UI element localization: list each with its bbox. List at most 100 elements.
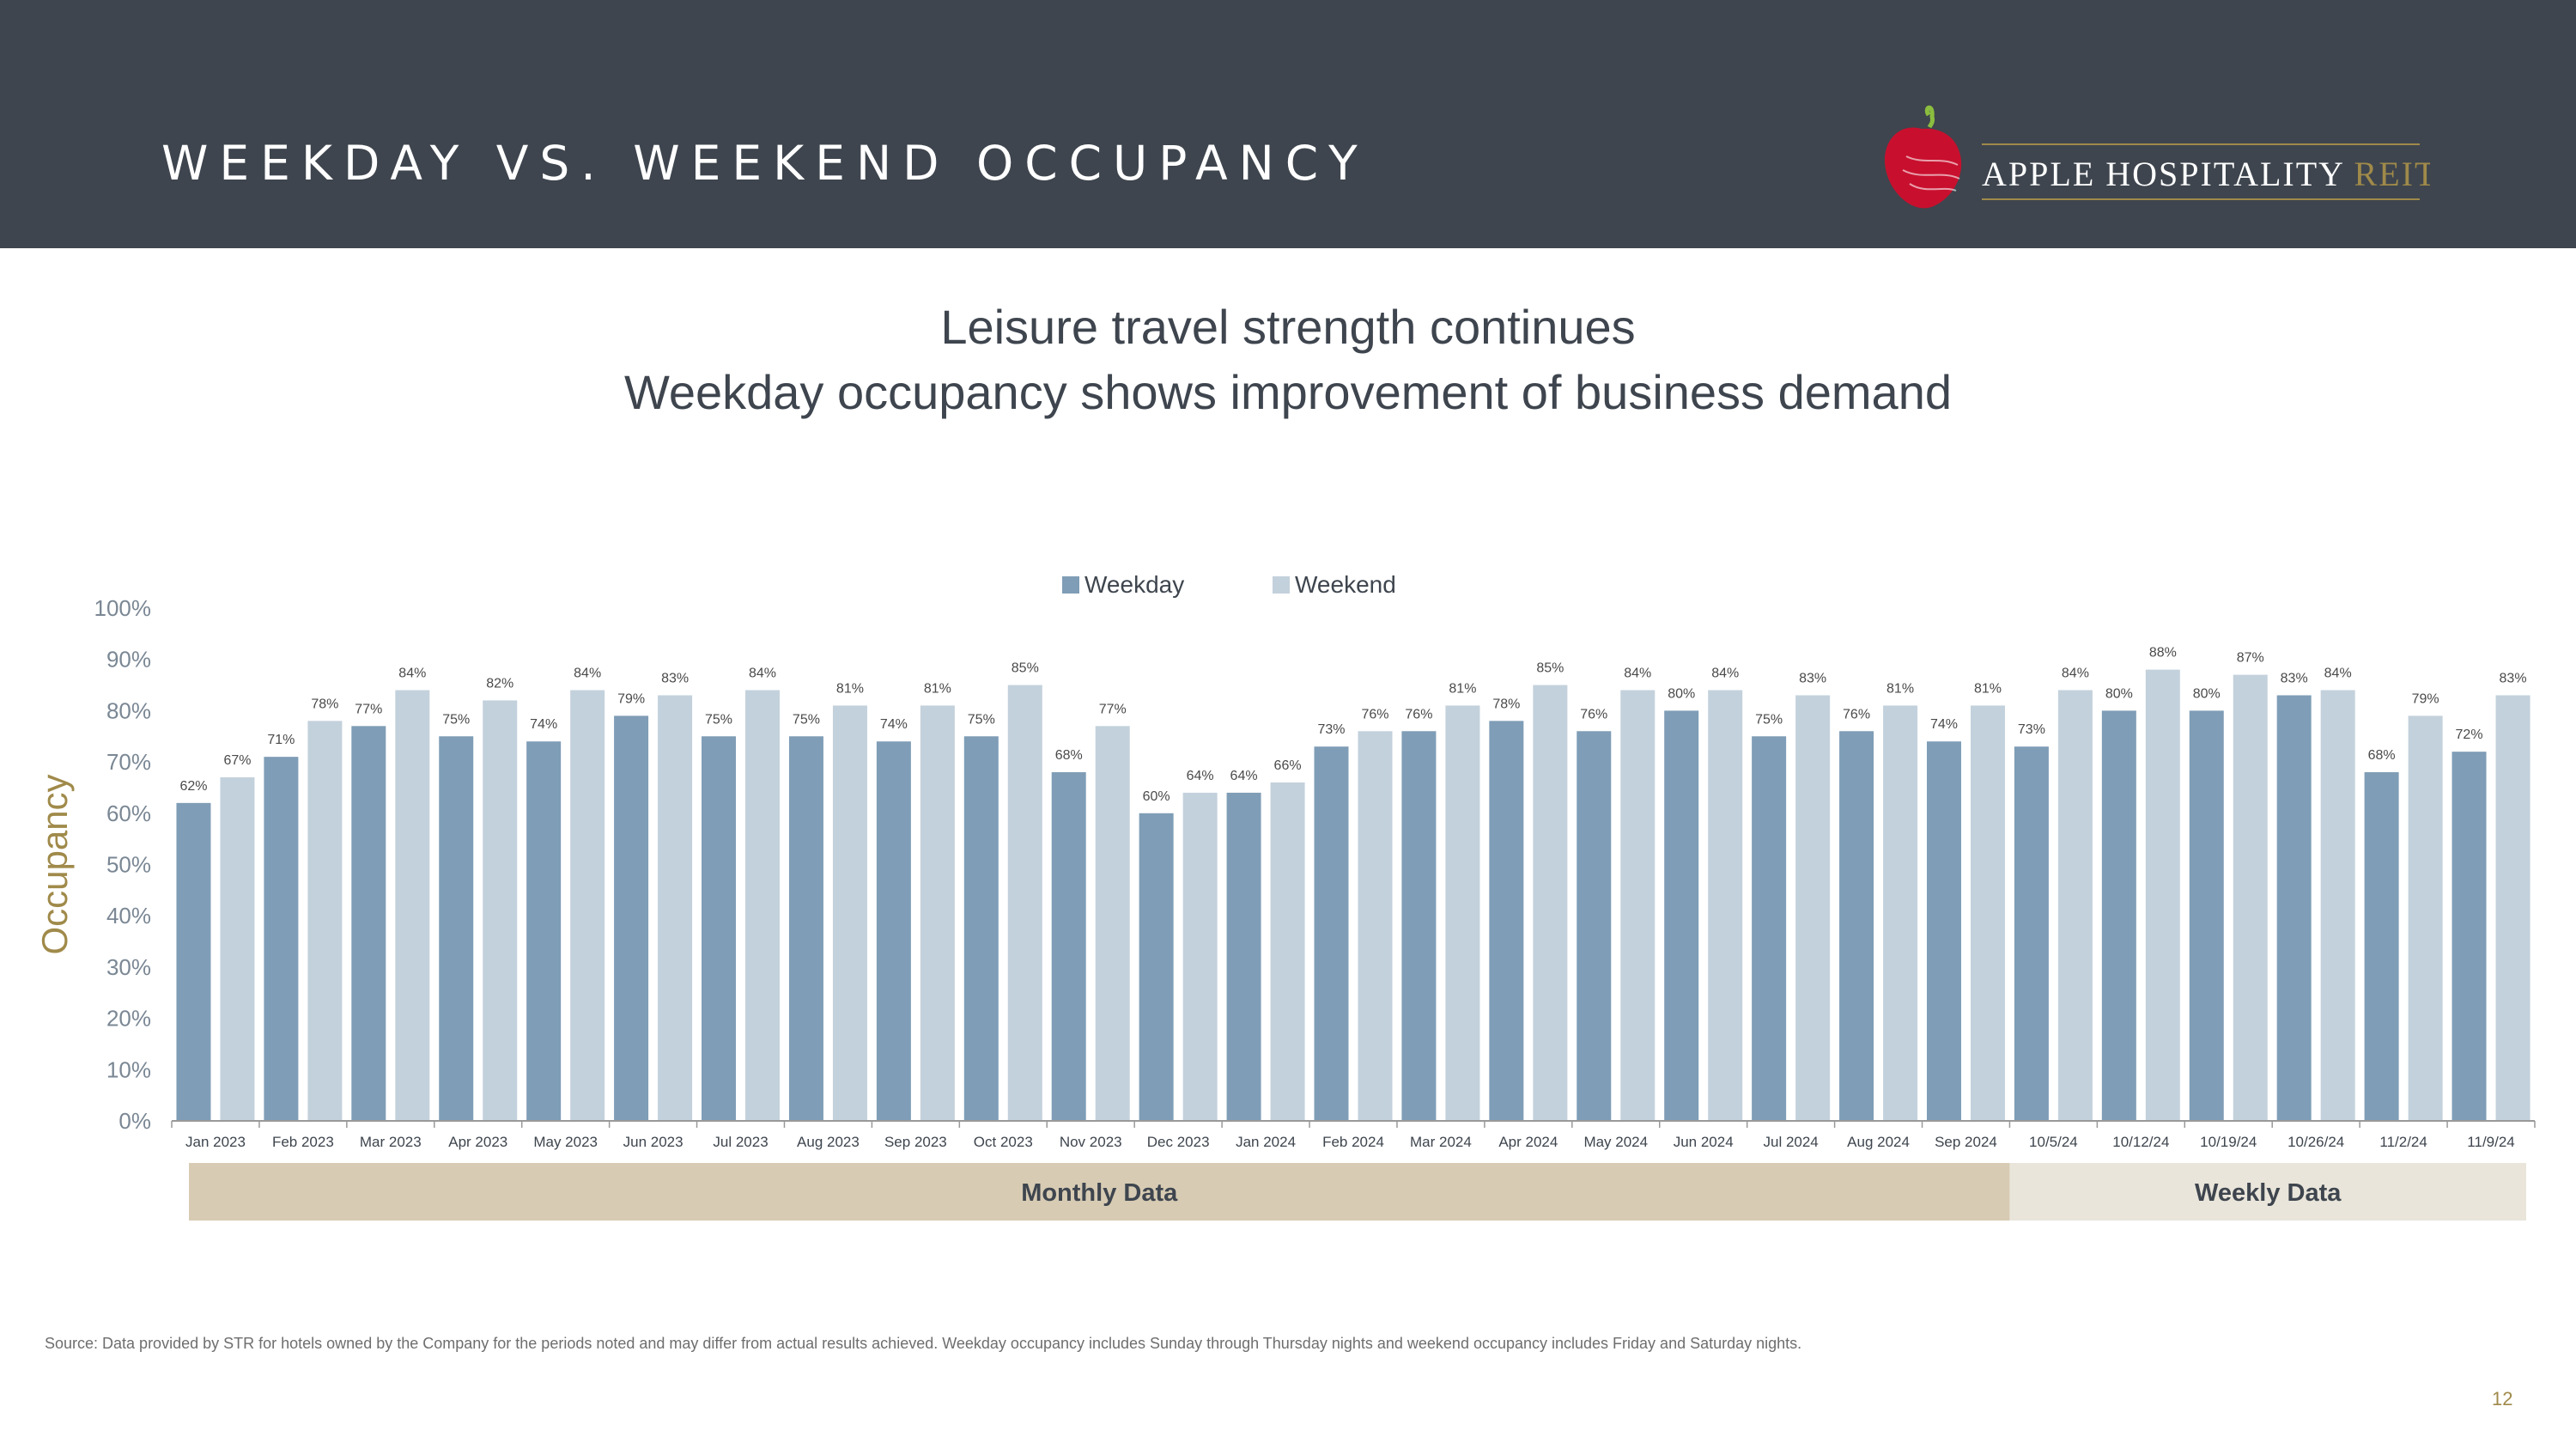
y-axis-label: Occupancy — [34, 774, 75, 954]
bar-weekend — [832, 705, 867, 1121]
bar-weekday — [1226, 792, 1261, 1121]
bar-weekend — [2145, 669, 2180, 1121]
bar-weekday — [963, 736, 999, 1121]
x-tick-label: Aug 2023 — [797, 1134, 860, 1150]
y-tick-label: 10% — [106, 1056, 151, 1082]
bar-weekend — [395, 690, 430, 1121]
x-tick-label: 10/19/24 — [2200, 1134, 2257, 1150]
data-label-weekday: 83% — [2281, 671, 2308, 685]
y-tick-label: 30% — [106, 954, 151, 980]
bar-weekday — [176, 802, 211, 1121]
x-tick-label: Feb 2023 — [272, 1134, 334, 1150]
bar-weekend — [1708, 690, 1743, 1121]
data-label-weekend: 79% — [2412, 691, 2439, 706]
data-label-weekday: 74% — [880, 717, 908, 732]
occupancy-chart: 0% 10% 20% 30% 40% 50% 60% 70% 80% 90% 100% Occupan… — [34, 571, 2536, 1221]
bar-weekend — [1883, 705, 1918, 1121]
x-tick-label: 11/9/24 — [2467, 1134, 2514, 1150]
bar-weekend — [307, 721, 343, 1121]
data-label-weekend: 84% — [2324, 667, 2352, 681]
bar-weekend — [1620, 690, 1656, 1121]
y-tick-label: 100% — [94, 595, 152, 621]
x-tick-label: Apr 2023 — [448, 1134, 507, 1150]
data-label-weekend: 84% — [574, 667, 601, 681]
subtitle-line-1: Leisure travel strength continues — [940, 300, 1636, 354]
legend-swatch-weekday — [1062, 576, 1079, 594]
data-label-weekday: 79% — [617, 691, 645, 706]
bar-weekend — [570, 690, 605, 1121]
bar-weekday — [1752, 736, 1787, 1121]
bar-weekday — [876, 741, 911, 1121]
bar-weekday — [439, 736, 474, 1121]
x-tick-label: Oct 2023 — [974, 1134, 1033, 1150]
data-label-weekend: 76% — [1361, 707, 1388, 721]
x-tick-label: Mar 2023 — [360, 1134, 422, 1150]
x-tick-label: 10/26/24 — [2287, 1134, 2344, 1150]
data-label-weekend: 85% — [1536, 661, 1564, 676]
x-tick-label: May 2024 — [1583, 1134, 1648, 1150]
data-label-weekend: 66% — [1274, 758, 1302, 773]
bar-weekend — [745, 690, 781, 1121]
data-label-weekday: 75% — [968, 712, 995, 727]
data-label-weekend: 81% — [1449, 681, 1476, 696]
group-label: Weekly Data — [2195, 1179, 2342, 1207]
y-tick-label: 0% — [118, 1108, 151, 1134]
bar-weekday — [1664, 710, 1699, 1121]
bar-weekday — [1839, 731, 1874, 1121]
svg-text:APPLE HOSPITALITY REIT: APPLE HOSPITALITY REIT — [1982, 155, 2430, 193]
x-tick-label: Mar 2024 — [1410, 1134, 1472, 1150]
x-tick-label: Jun 2024 — [1674, 1134, 1734, 1150]
header-bar: WEEKDAY VS. WEEKEND OCCUPANCY APPLE HOSP… — [0, 0, 2576, 248]
data-label-weekend: 84% — [2062, 667, 2089, 681]
data-label-weekday: 75% — [1755, 712, 1783, 727]
bar-weekend — [1095, 726, 1130, 1121]
x-tick-label: Jan 2024 — [1236, 1134, 1296, 1150]
data-label-weekday: 72% — [2456, 728, 2483, 742]
data-label-weekday: 78% — [1492, 697, 1520, 711]
bar-weekday — [1577, 731, 1612, 1121]
y-tick-label: 40% — [106, 903, 151, 928]
y-tick-label: 60% — [106, 801, 151, 826]
data-label-weekend: 81% — [1974, 681, 2002, 696]
data-label-weekend: 85% — [1012, 661, 1039, 676]
bar-weekend — [483, 700, 518, 1121]
bar-weekend — [1445, 705, 1480, 1121]
data-label-weekday: 76% — [1843, 707, 1870, 721]
x-tick-label: Feb 2024 — [1322, 1134, 1384, 1150]
y-tick-label: 20% — [106, 1006, 151, 1032]
x-tick-label: 10/5/24 — [2029, 1134, 2078, 1150]
bar-weekday — [1401, 731, 1437, 1121]
bar-weekend — [920, 705, 955, 1121]
y-tick-label: 90% — [106, 647, 151, 673]
data-label-weekend: 67% — [223, 753, 251, 768]
bar-weekday — [351, 726, 386, 1121]
data-label-weekday: 68% — [1055, 748, 1083, 763]
x-tick-label: Jul 2023 — [713, 1134, 768, 1150]
data-label-weekday: 80% — [2193, 686, 2221, 701]
data-label-weekday: 74% — [1930, 717, 1958, 732]
x-tick-label: Dec 2023 — [1147, 1134, 1210, 1150]
x-tick-label: Jan 2023 — [185, 1134, 246, 1150]
x-tick-label: 11/2/24 — [2379, 1134, 2427, 1150]
x-tick-label: Aug 2024 — [1847, 1134, 1910, 1150]
apple-logo-icon — [1884, 105, 1962, 209]
data-label-weekday: 68% — [2368, 748, 2396, 763]
page-title: WEEKDAY VS. WEEKEND OCCUPANCY — [161, 136, 1369, 191]
data-label-weekday: 80% — [2105, 686, 2133, 701]
x-tick-label: Jul 2024 — [1763, 1134, 1818, 1150]
x-tick-label: 10/12/24 — [2112, 1134, 2169, 1150]
bar-weekday — [264, 757, 299, 1121]
data-label-weekend: 83% — [661, 671, 689, 685]
bar-weekday — [1139, 813, 1174, 1121]
bar-weekend — [2233, 674, 2268, 1121]
bar-weekday — [702, 736, 737, 1121]
data-label-weekday: 60% — [1143, 789, 1170, 804]
data-label-weekday: 74% — [530, 717, 557, 732]
data-label-weekend: 81% — [836, 681, 864, 696]
legend-label-weekday: Weekday — [1084, 571, 1184, 598]
x-tick-label: May 2023 — [533, 1134, 598, 1150]
data-label-weekend: 82% — [486, 676, 513, 691]
source-note: Source: Data provided by STR for hotels … — [45, 1335, 1802, 1352]
bar-weekend — [2495, 695, 2530, 1121]
data-label-weekend: 83% — [2500, 671, 2527, 685]
